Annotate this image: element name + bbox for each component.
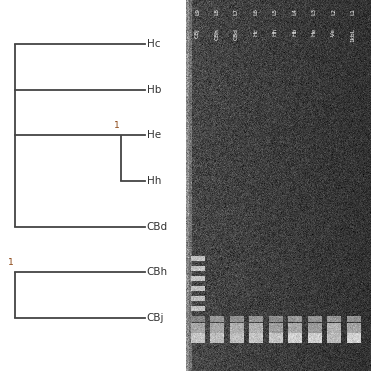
Text: CBh: CBh bbox=[214, 28, 219, 40]
Text: 1: 1 bbox=[8, 258, 14, 267]
Text: CBd: CBd bbox=[147, 221, 168, 232]
Text: -Ve: -Ve bbox=[331, 28, 336, 37]
Text: L8: L8 bbox=[214, 8, 219, 15]
Text: Hh: Hh bbox=[147, 176, 161, 186]
Text: He: He bbox=[312, 28, 317, 36]
Text: Hh: Hh bbox=[273, 28, 278, 36]
Text: He: He bbox=[147, 130, 161, 140]
Text: Hb: Hb bbox=[292, 28, 297, 36]
Text: L7: L7 bbox=[234, 8, 239, 15]
Text: L2: L2 bbox=[331, 8, 336, 15]
Text: CBj: CBj bbox=[195, 28, 200, 38]
Text: L6: L6 bbox=[253, 8, 258, 15]
Text: Hc: Hc bbox=[253, 28, 258, 36]
Text: CBj: CBj bbox=[147, 313, 164, 323]
Text: L1: L1 bbox=[351, 8, 355, 15]
Text: L4: L4 bbox=[292, 8, 297, 15]
Text: CBh: CBh bbox=[147, 267, 168, 277]
Text: L5: L5 bbox=[273, 8, 278, 15]
Text: Hc: Hc bbox=[147, 39, 160, 49]
Text: L9: L9 bbox=[195, 8, 200, 15]
Text: L3: L3 bbox=[312, 8, 317, 15]
Text: Hb: Hb bbox=[147, 85, 161, 95]
Text: CBd: CBd bbox=[234, 28, 239, 40]
Text: 1: 1 bbox=[114, 121, 120, 130]
Text: 1kbL: 1kbL bbox=[351, 28, 355, 42]
